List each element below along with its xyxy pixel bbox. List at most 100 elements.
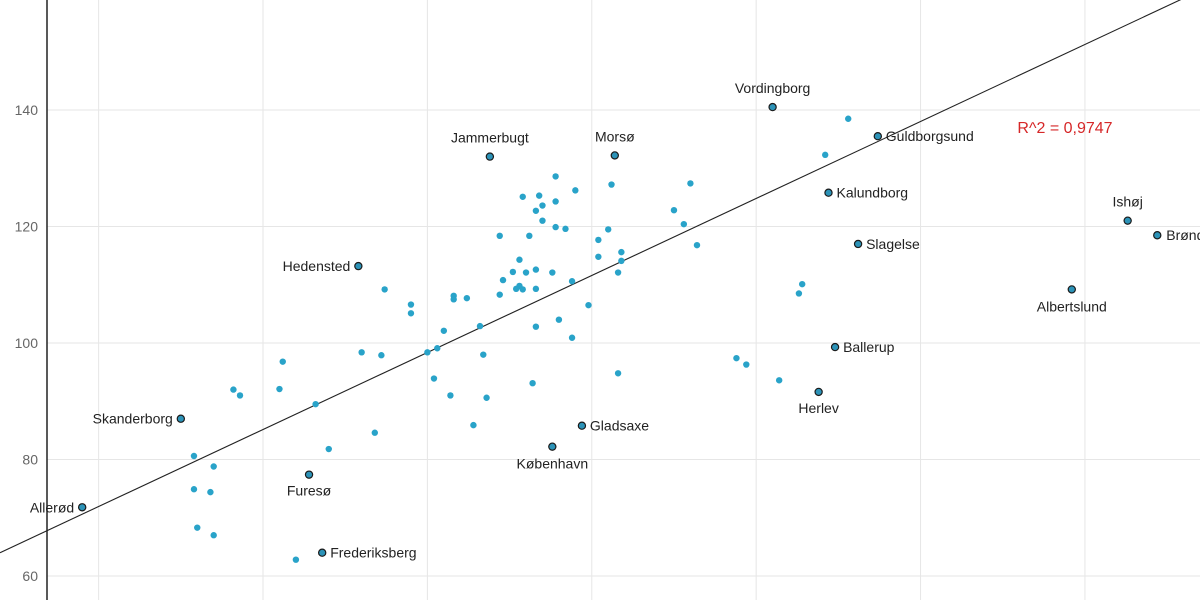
highlighted-point	[577, 421, 587, 430]
data-point	[371, 429, 378, 436]
data-point	[532, 266, 540, 273]
point-label: København	[517, 456, 589, 472]
data-point	[687, 180, 694, 187]
highlighted-point	[1123, 216, 1132, 225]
data-point	[450, 296, 457, 303]
data-point	[532, 207, 540, 214]
point-label: Furesø	[287, 483, 332, 499]
data-point	[618, 257, 625, 265]
data-point	[325, 445, 332, 453]
data-point	[190, 486, 198, 493]
data-point	[519, 193, 526, 200]
data-point	[568, 334, 576, 341]
data-point	[434, 345, 441, 352]
data-point	[552, 198, 559, 205]
data-point	[529, 379, 536, 387]
highlighted-point	[354, 261, 363, 271]
point-label: Herlev	[798, 400, 838, 416]
data-point	[440, 327, 448, 334]
trendline	[0, 0, 1182, 554]
data-point	[499, 276, 507, 284]
data-point	[549, 269, 556, 276]
data-point	[207, 488, 214, 496]
data-point	[532, 323, 540, 330]
highlighted-point	[814, 387, 823, 397]
data-point	[526, 232, 533, 240]
highlighted-point	[176, 414, 186, 423]
gridlines	[47, 0, 1200, 600]
highlighted-point	[853, 239, 863, 249]
highlighted-point	[768, 102, 777, 112]
data-point	[276, 385, 283, 393]
point-label: Jammerbugt	[451, 130, 529, 146]
data-point	[312, 400, 319, 408]
y-tick-label: 80	[22, 452, 38, 468]
data-point	[496, 291, 503, 298]
highlighted-point	[824, 188, 833, 197]
data-point	[822, 151, 829, 159]
point-label: Vordingborg	[735, 80, 811, 96]
data-point	[562, 225, 569, 233]
data-point	[733, 354, 740, 362]
data-point	[845, 115, 852, 122]
data-point	[480, 351, 487, 358]
point-label: Kalundborg	[836, 185, 908, 201]
data-point	[292, 556, 300, 563]
data-point	[618, 248, 625, 256]
highlighted-point	[304, 470, 314, 479]
data-point	[798, 280, 806, 288]
data-point	[795, 290, 803, 297]
highlighted-point	[873, 132, 883, 141]
data-point	[509, 268, 517, 276]
data-point	[539, 202, 546, 209]
data-point	[614, 269, 622, 276]
data-point	[743, 361, 750, 368]
data-point	[595, 236, 602, 244]
data-point	[552, 223, 559, 231]
point-label: Ishøj	[1112, 194, 1142, 210]
data-point	[496, 232, 503, 240]
point-label: Frederiksberg	[330, 545, 416, 561]
data-point	[614, 370, 622, 377]
data-point	[447, 392, 454, 399]
highlighted-point	[77, 503, 87, 512]
highlighted-point	[485, 152, 495, 161]
y-tick-labels: 60 80 100 120 140	[15, 102, 39, 584]
data-point	[516, 256, 523, 263]
data-point	[608, 181, 615, 188]
highlighted-points	[77, 102, 1162, 557]
data-point	[512, 285, 520, 293]
point-labels: Vordingborg Guldborgsund Jammerbugt Morsø Ka…	[30, 80, 1200, 561]
highlighted-point	[1067, 285, 1076, 294]
point-label: Guldborgsund	[886, 128, 974, 144]
point-label: Morsø	[595, 128, 635, 144]
data-point	[430, 375, 438, 382]
point-label: Allerød	[30, 499, 74, 515]
data-point	[585, 301, 592, 309]
data-point	[680, 220, 688, 228]
data-point	[539, 217, 546, 224]
data-point	[230, 386, 237, 393]
data-point	[552, 173, 559, 180]
data-point	[476, 322, 484, 330]
data-point	[381, 286, 388, 293]
data-point	[236, 392, 244, 399]
data-point	[775, 377, 783, 384]
highlighted-point	[610, 151, 619, 160]
point-label: Albertslund	[1037, 298, 1107, 314]
data-point	[358, 349, 365, 356]
point-label: Skanderborg	[93, 411, 173, 427]
y-tick-label: 100	[15, 335, 39, 351]
data-point	[407, 310, 415, 317]
highlighted-point	[830, 342, 840, 352]
data-point	[210, 532, 217, 539]
data-point	[555, 316, 563, 323]
data-point	[535, 192, 543, 199]
data-point	[210, 463, 217, 470]
data-point	[407, 301, 415, 308]
data-point	[595, 253, 602, 260]
data-point	[522, 269, 530, 276]
y-tick-label: 140	[15, 102, 39, 118]
point-label: Brøndby	[1166, 227, 1200, 243]
